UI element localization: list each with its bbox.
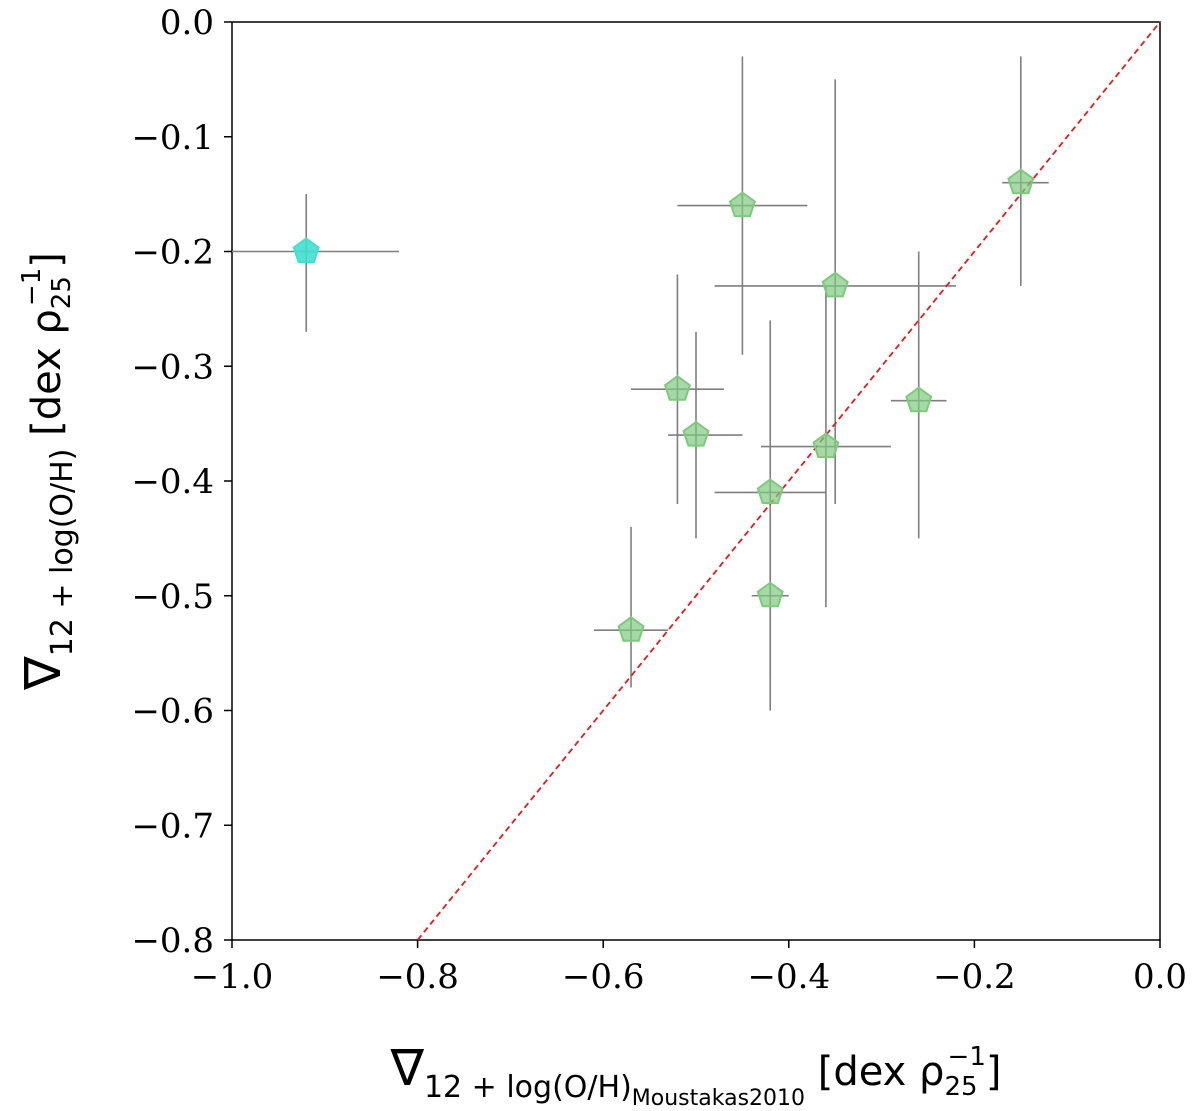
x-tick-label: −0.4 [748,957,831,997]
data-point-galaxies [728,191,756,218]
error-bars [232,56,1049,711]
y-tick-label: −0.3 [131,347,214,387]
data-point-galaxies [682,420,710,447]
data-points [292,168,1035,642]
y-tick-label: −0.2 [131,233,214,273]
data-point-galaxies [1007,168,1035,195]
one-to-one-line [416,21,1161,941]
y-tick-label: −0.1 [131,118,214,158]
y-tick-label: −0.7 [131,806,214,846]
data-point-galaxies [617,615,645,642]
data-point-galaxies [905,386,933,413]
y-tick-label: 0.0 [160,3,214,43]
y-tick-label: −0.6 [131,692,214,732]
y-tick-label: −0.8 [131,921,214,961]
data-point-outlier [292,237,320,263]
x-tick-label: −0.6 [562,957,645,997]
y-tick-label: −0.4 [131,462,214,502]
y-axis-label: ∇12 + log(O/H) [dex ρ25−1] [14,252,80,691]
x-tick-label: 0.0 [1133,957,1187,997]
x-tick-label: −1.0 [191,957,274,997]
data-point-galaxies [812,432,840,459]
data-point-galaxies [756,478,784,504]
y-tick-label: −0.5 [131,577,214,617]
x-tick-label: −0.2 [933,957,1016,997]
data-point-galaxies [821,271,849,298]
x-tick-label: −0.8 [376,957,459,997]
data-point-galaxies [663,374,691,401]
axis-ticks: −1.0 −0.8 −0.6 −0.4 −0.2 0.00.0−0.1−0.2−0.3−0… [131,3,1187,997]
data-point-galaxies [756,581,784,608]
x-axis-label: ∇12 + log(O/H)Moustakas2010 [dex ρ25−1] [390,1039,1002,1111]
reference-line-group [416,21,1161,941]
